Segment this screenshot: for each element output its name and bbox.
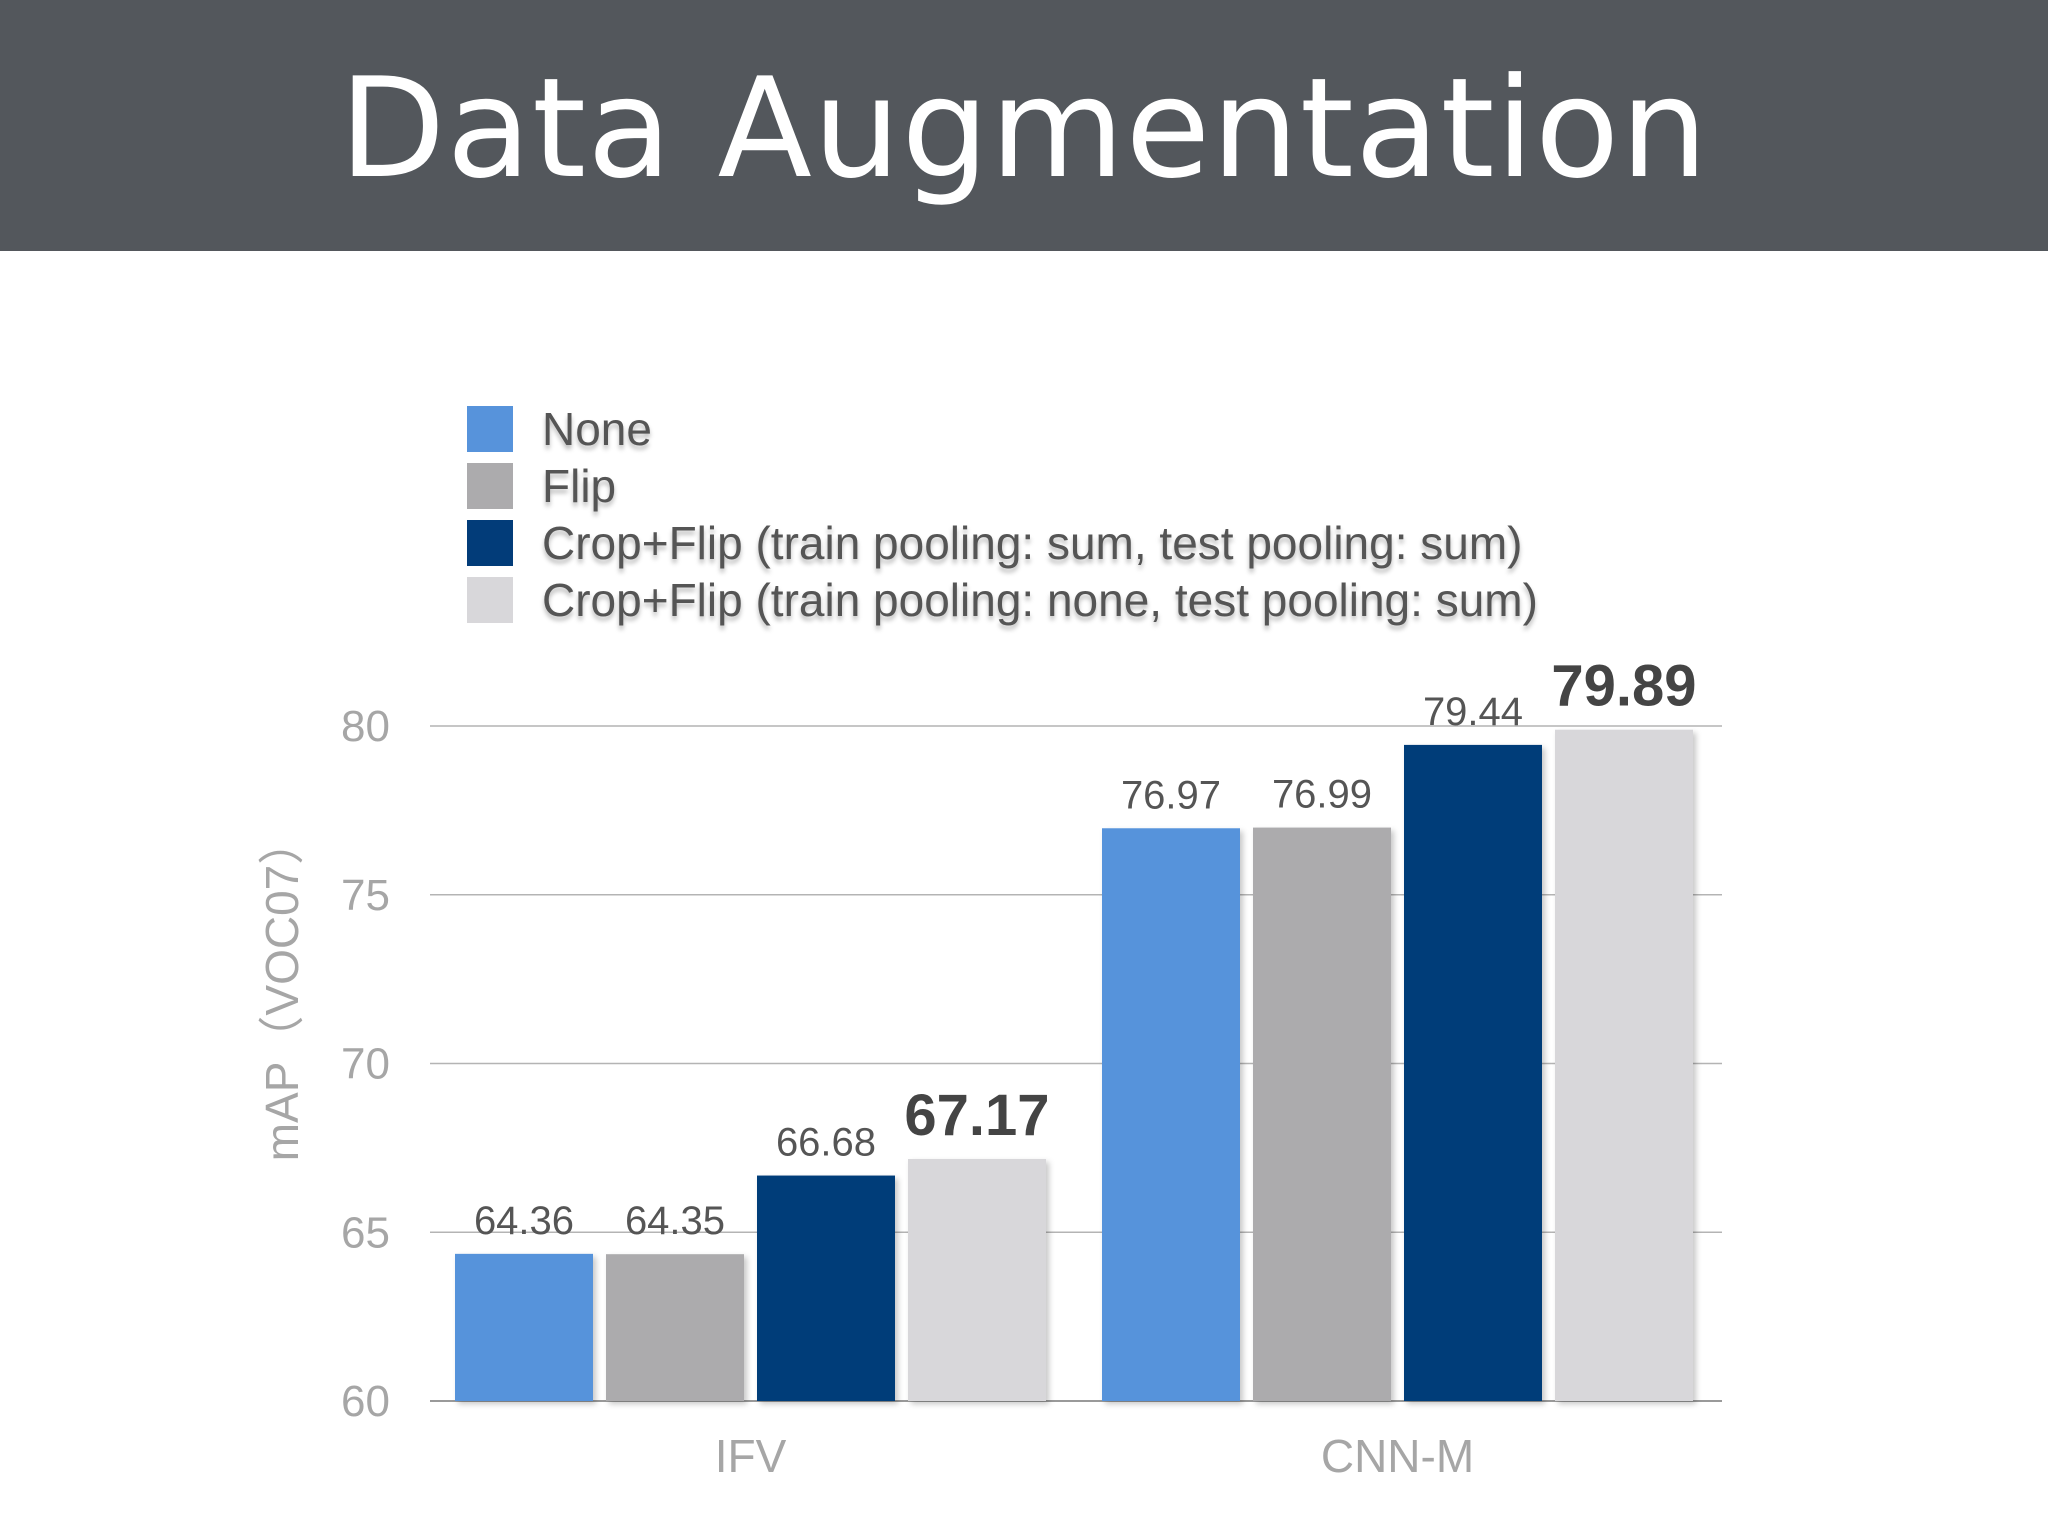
legend-label: Flip	[542, 460, 617, 512]
legend-swatch	[467, 463, 513, 509]
data-label: 64.36	[474, 1199, 574, 1243]
slide-title: Data Augmentation	[339, 48, 1709, 209]
legend-swatch	[467, 520, 513, 566]
data-label: 76.99	[1272, 773, 1372, 817]
legend-swatch	[467, 577, 513, 623]
y-tick-label: 80	[341, 702, 390, 751]
bar	[1253, 827, 1391, 1401]
y-tick-label: 65	[341, 1208, 390, 1257]
data-label: 64.35	[625, 1199, 725, 1243]
legend-label: Crop+Flip (train pooling: sum, test pool…	[542, 517, 1523, 569]
legend-swatch	[467, 406, 513, 452]
data-label: 76.97	[1121, 773, 1221, 817]
y-tick-label: 60	[341, 1377, 390, 1426]
data-label: 79.44	[1423, 690, 1523, 734]
bar	[1102, 828, 1240, 1401]
legend-label: Crop+Flip (train pooling: none, test poo…	[542, 574, 1538, 626]
bar	[606, 1254, 744, 1401]
bar	[757, 1175, 895, 1401]
data-label: 79.89	[1551, 654, 1696, 719]
data-label: 67.17	[904, 1083, 1049, 1148]
x-tick-label: CNN-M	[1321, 1430, 1474, 1482]
bar	[1404, 744, 1542, 1401]
y-tick-label: 75	[341, 871, 390, 920]
title-bar	[0, 0, 2048, 251]
bar	[455, 1253, 593, 1401]
legend-label: None	[542, 403, 652, 455]
bar	[908, 1159, 1046, 1401]
data-label: 66.68	[776, 1121, 876, 1165]
x-tick-label: IFV	[715, 1430, 787, 1482]
bar	[1555, 729, 1693, 1401]
y-tick-label: 70	[341, 1040, 390, 1089]
y-axis-label: mAP（VOC07）	[256, 819, 308, 1162]
